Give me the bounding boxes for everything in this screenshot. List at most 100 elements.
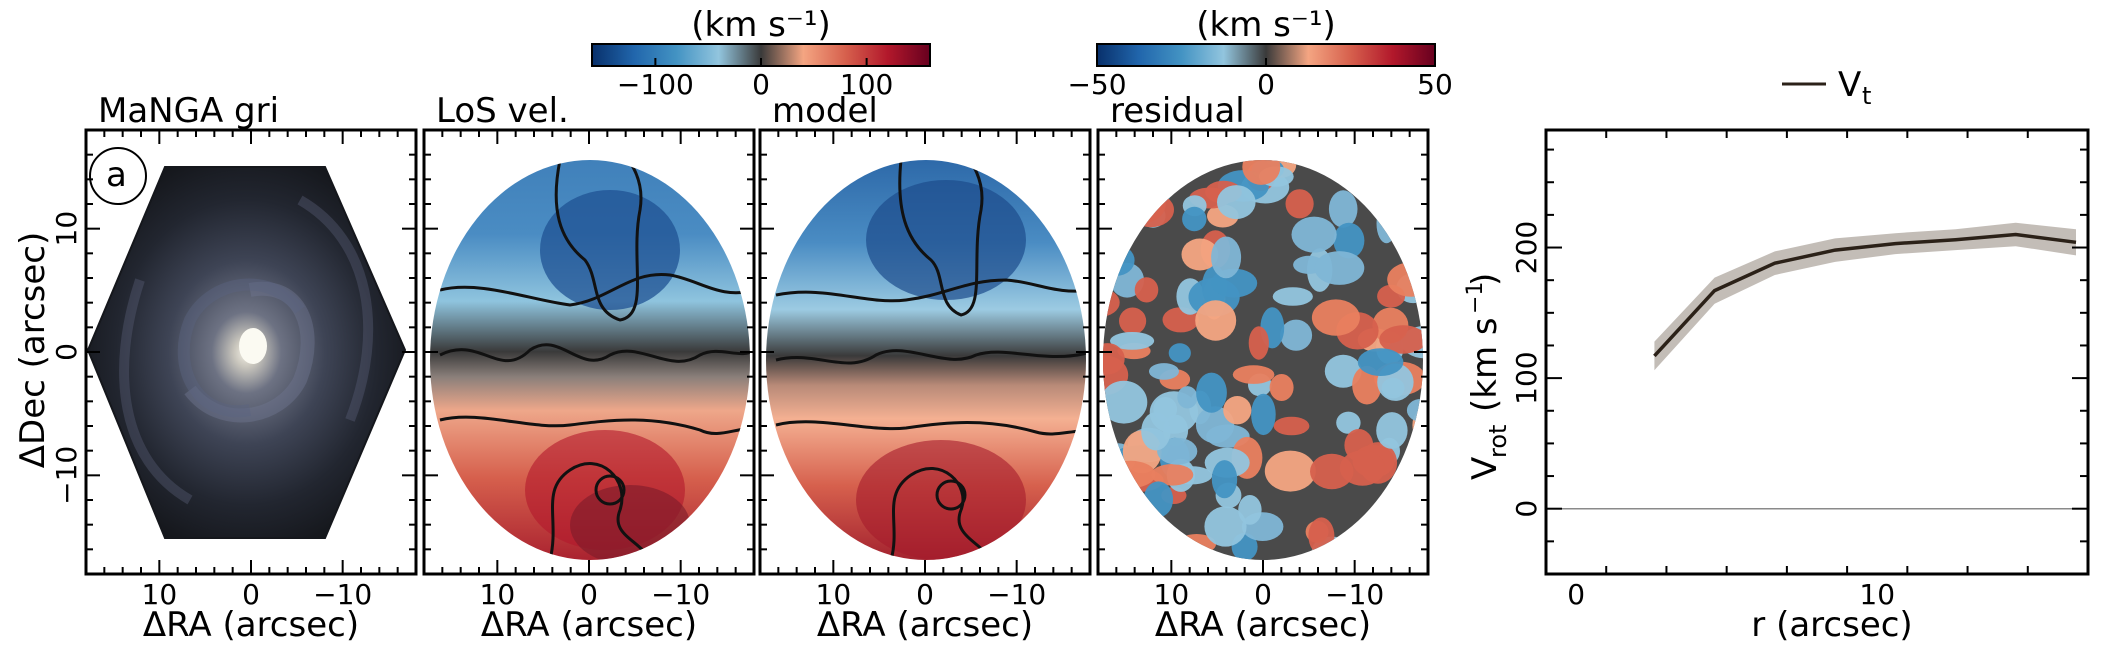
residual-blob	[1232, 365, 1275, 384]
colorbar-label: (km s⁻¹)	[1196, 5, 1335, 45]
colorbar-tick-label: −50	[1067, 68, 1126, 101]
rc-x-tick-label: 10	[1859, 578, 1895, 611]
residual-blob	[1151, 464, 1194, 486]
residual-blob	[1211, 236, 1242, 279]
residual-blob	[1181, 238, 1219, 271]
legend: V t	[1782, 65, 1871, 110]
residual-blob	[1168, 343, 1191, 363]
rc-ylabel: V rot (km s −1 )	[1463, 273, 1512, 480]
y-tick-label: 0	[50, 343, 83, 361]
residual-blob	[1317, 160, 1346, 171]
residual-blob	[1264, 450, 1316, 492]
x-tick-label: 0	[1254, 578, 1272, 611]
residual-blob	[1211, 460, 1238, 499]
residual-blob	[1177, 386, 1198, 409]
residual-blob	[1143, 481, 1174, 518]
x-tick-label: 0	[242, 578, 260, 611]
rc-y-tick-label: 100	[1510, 351, 1543, 404]
svg-text:V: V	[1465, 457, 1505, 480]
vt-line	[1653, 232, 2077, 358]
residual-blob	[1110, 332, 1155, 350]
x-tick-label: −10	[1325, 578, 1384, 611]
x-tick-label: 10	[480, 578, 516, 611]
residual-blob	[1103, 244, 1135, 276]
rc-y-tick-label: 200	[1510, 221, 1543, 274]
x-tick-label: 10	[1154, 578, 1190, 611]
residual-blob	[1103, 343, 1125, 375]
y-tick-label: −10	[50, 446, 83, 505]
vt-series-line	[1653, 232, 2077, 358]
residual-blob	[1379, 325, 1423, 354]
residual-blob	[1174, 160, 1209, 174]
colorbars: (km s⁻¹) −100 0 100 (km s⁻¹) −50 0 50	[591, 5, 1453, 101]
x-tick-label: −10	[313, 578, 372, 611]
x-tick-label: 0	[916, 578, 934, 611]
residual-blob	[1376, 412, 1408, 449]
y-tick-label: 10	[50, 211, 83, 247]
residual-blob	[1134, 277, 1159, 303]
residual-map	[1103, 160, 1423, 560]
colorbar-1: (km s⁻¹) −100 0 100	[591, 5, 931, 101]
residual-blob	[1149, 363, 1179, 380]
legend-label-sub: t	[1862, 82, 1871, 110]
residual-blob	[1103, 193, 1119, 224]
residual-blob	[1346, 546, 1370, 560]
residual-blob	[1110, 192, 1143, 234]
colorbar-tick-label: 50	[1417, 68, 1453, 101]
x-tick-label: −10	[651, 578, 710, 611]
x-tick-label: 0	[580, 578, 598, 611]
residual-blob	[1272, 287, 1313, 306]
residual-blob	[1376, 203, 1397, 244]
residual-blob	[1105, 460, 1156, 488]
x-axis-label: ΔRA (arcsec)	[817, 605, 1033, 645]
panel-label: a	[106, 155, 127, 195]
residual-blob	[1196, 372, 1227, 413]
residual-blob	[1269, 374, 1294, 401]
residual-blob	[1242, 160, 1281, 185]
residual-blob	[1251, 393, 1276, 436]
map-ylabel: ΔDec (arcsec)	[13, 232, 53, 468]
residual-blob	[1131, 160, 1182, 198]
residual-blob	[1406, 398, 1423, 422]
residual-blob	[1132, 160, 1173, 165]
panel-title: LoS vel.	[436, 91, 569, 131]
los-velocity-map	[430, 160, 750, 560]
residual-blob	[1357, 348, 1404, 376]
rc-xlabel: r (arcsec)	[1751, 605, 1912, 645]
residual-blob	[1324, 354, 1362, 388]
residual-blob	[1352, 365, 1382, 405]
residual-blob	[1204, 506, 1247, 547]
residual-blob	[1393, 474, 1423, 494]
vt-error-band	[1654, 222, 2076, 371]
residual-blob	[1195, 300, 1237, 341]
residual-blob	[1157, 437, 1198, 465]
rc-y-tick-label: 0	[1510, 500, 1543, 518]
x-axis-label: ΔRA (arcsec)	[481, 605, 697, 645]
residual-blob	[1119, 307, 1147, 335]
residual-blob	[1280, 319, 1313, 351]
residual-blob	[1328, 190, 1358, 228]
colorbar-2: (km s⁻¹) −50 0 50	[1067, 5, 1452, 101]
residual-blob	[1285, 189, 1314, 219]
svg-text:−1: −1	[1463, 282, 1488, 314]
residual-blob	[1118, 191, 1140, 229]
x-tick-label: −10	[987, 578, 1046, 611]
residual-blob	[1311, 299, 1360, 336]
colorbar-tick-label: 100	[840, 68, 893, 101]
residual-blob	[1103, 380, 1148, 424]
residual-blob	[1127, 192, 1174, 228]
residual-blob	[1111, 160, 1145, 192]
residual-blob	[1153, 397, 1178, 422]
manga-gri-image	[86, 166, 407, 539]
residual-blob	[1393, 182, 1423, 201]
legend-label: V	[1838, 65, 1861, 105]
residual-blob	[1134, 534, 1158, 560]
svg-text:(km s: (km s	[1465, 317, 1505, 412]
residual-blob	[1411, 244, 1423, 283]
residual-blob	[1310, 453, 1354, 490]
